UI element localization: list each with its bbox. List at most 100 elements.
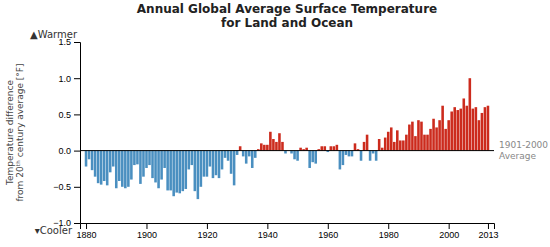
bar	[100, 151, 103, 185]
bar	[127, 151, 130, 187]
bar	[263, 145, 266, 151]
bar	[314, 151, 317, 164]
bar	[411, 122, 414, 151]
bar	[109, 151, 112, 173]
bar	[136, 151, 139, 165]
tick-label: 1880	[77, 230, 97, 240]
bar	[266, 145, 269, 151]
bar	[212, 151, 215, 179]
bar	[181, 151, 184, 192]
bar	[466, 106, 469, 151]
bar	[345, 151, 348, 155]
bar	[405, 135, 408, 151]
title: Annual Global Average Surface Temperatur…	[137, 2, 437, 30]
bar	[472, 109, 475, 151]
bar	[475, 107, 478, 150]
bar	[121, 151, 124, 187]
bar	[106, 151, 109, 186]
tick: 1920	[197, 223, 217, 240]
bar	[366, 135, 369, 151]
bar	[233, 151, 236, 186]
bar	[188, 151, 191, 170]
bar	[293, 151, 296, 160]
axis-line	[81, 224, 495, 230]
bar	[426, 135, 429, 151]
bar	[209, 151, 212, 167]
bar	[236, 151, 239, 155]
text-line: for Land and Ocean	[221, 16, 353, 30]
bar	[269, 132, 272, 151]
bar	[339, 151, 342, 170]
bar	[414, 136, 417, 150]
bar	[157, 151, 160, 189]
bar	[251, 151, 254, 168]
bar	[103, 151, 106, 181]
bar	[97, 151, 100, 184]
bar	[402, 140, 405, 150]
zero-line	[80, 150, 494, 151]
chart: −1.0−0.50.00.51.01.518801900192019401960…	[0, 0, 550, 247]
tick: 1940	[258, 223, 278, 240]
bar	[194, 151, 197, 192]
bar	[435, 127, 438, 150]
bar	[178, 151, 181, 194]
bar	[172, 151, 175, 197]
bar	[206, 151, 209, 177]
bar	[408, 125, 411, 151]
tick-mark	[207, 223, 208, 229]
bar	[118, 151, 121, 181]
bar	[399, 140, 402, 150]
bar	[342, 151, 345, 165]
bar	[333, 146, 336, 150]
tick-label: 0.0	[58, 146, 71, 156]
bar	[378, 139, 381, 151]
tick-mark	[86, 223, 87, 229]
tick: 1900	[137, 223, 157, 240]
bar	[191, 151, 194, 165]
tick-mark	[74, 151, 80, 152]
axis-line	[74, 43, 81, 224]
bar	[369, 151, 372, 161]
text-line: from 20ᵗʰ century average [°F]	[15, 63, 25, 201]
tick-label: −0.5	[53, 182, 71, 192]
tick: 1880	[77, 223, 97, 240]
bar	[248, 151, 251, 157]
tick-mark	[146, 223, 147, 229]
tick-mark	[74, 42, 80, 43]
bar	[351, 151, 354, 157]
tick-mark	[74, 114, 80, 115]
bar	[254, 151, 257, 158]
bar	[456, 110, 459, 151]
bar	[311, 151, 314, 163]
tick-mark	[74, 223, 80, 224]
bar	[221, 151, 224, 170]
bar	[336, 145, 339, 151]
y-axis-label: Temperature differencefrom 20ᵗʰ century …	[5, 63, 25, 201]
bar	[88, 151, 91, 160]
annotation: ▾Cooler	[35, 225, 73, 236]
bar	[245, 151, 248, 164]
bar	[432, 119, 435, 151]
bar	[323, 146, 326, 150]
bar	[151, 151, 154, 179]
text-line: Temperature difference	[5, 80, 15, 187]
tick-mark	[267, 223, 268, 229]
bar	[224, 151, 227, 158]
bar	[478, 120, 481, 150]
text-line: Annual Global Average Surface Temperatur…	[137, 2, 437, 16]
bar	[275, 142, 278, 151]
annotation: 1901-2000Average	[499, 140, 548, 160]
bar	[438, 120, 441, 150]
bar	[396, 130, 399, 150]
y-axis: −1.0−0.50.00.51.01.5	[53, 37, 80, 228]
bar	[384, 138, 387, 151]
tick-label: 0.5	[58, 110, 71, 120]
bar	[272, 139, 275, 151]
tick-mark	[449, 223, 450, 229]
bar	[296, 151, 299, 161]
bar	[453, 107, 456, 150]
tick-mark	[74, 78, 80, 79]
plot: −1.0−0.50.00.51.01.518801900192019401960…	[53, 37, 498, 240]
tick-mark	[74, 187, 80, 188]
bar	[260, 143, 263, 150]
